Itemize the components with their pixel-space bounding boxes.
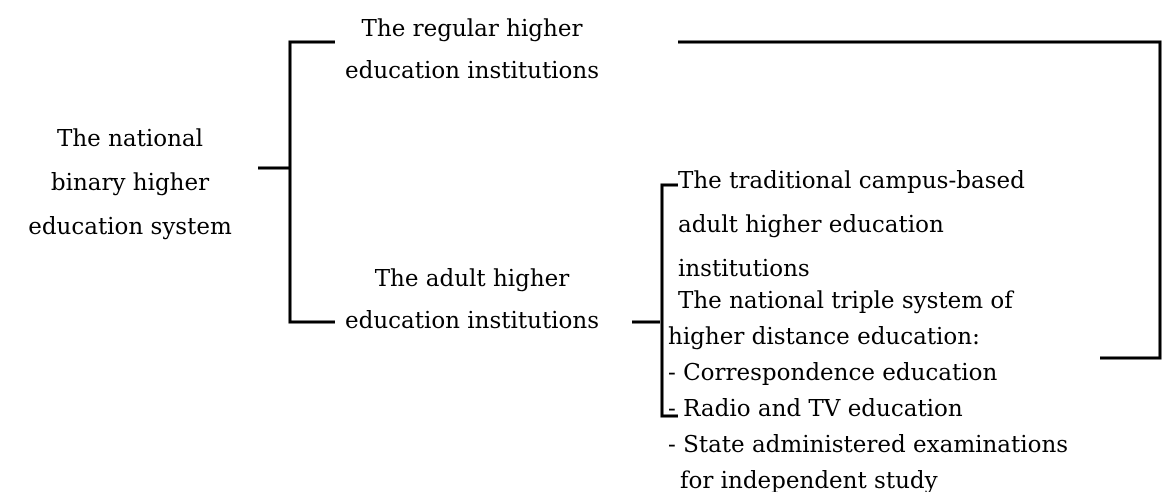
node-label: The regular higher bbox=[362, 16, 583, 42]
node-label: institutions bbox=[678, 256, 810, 282]
bracket bbox=[660, 183, 678, 418]
node-label: - Correspondence education bbox=[668, 360, 997, 386]
bracket bbox=[288, 40, 335, 324]
node-label: binary higher bbox=[51, 170, 209, 196]
node-label: education institutions bbox=[345, 58, 599, 84]
node-label: education system bbox=[28, 214, 232, 240]
node-label: The adult higher bbox=[375, 266, 570, 292]
node-label: - State administered examinations bbox=[668, 432, 1068, 458]
node-label: The national triple system of bbox=[678, 288, 1014, 314]
node-label: adult higher education bbox=[678, 212, 944, 238]
connector bbox=[678, 40, 1162, 360]
node-label: The national bbox=[57, 126, 203, 152]
node-label: - Radio and TV education bbox=[668, 396, 963, 422]
node-label: higher distance education: bbox=[668, 324, 980, 350]
node-label: for independent study bbox=[680, 468, 938, 492]
node-label: education institutions bbox=[345, 308, 599, 334]
node-label: The traditional campus-based bbox=[678, 168, 1025, 194]
labels: The national binary higher education syste… bbox=[28, 16, 1068, 492]
